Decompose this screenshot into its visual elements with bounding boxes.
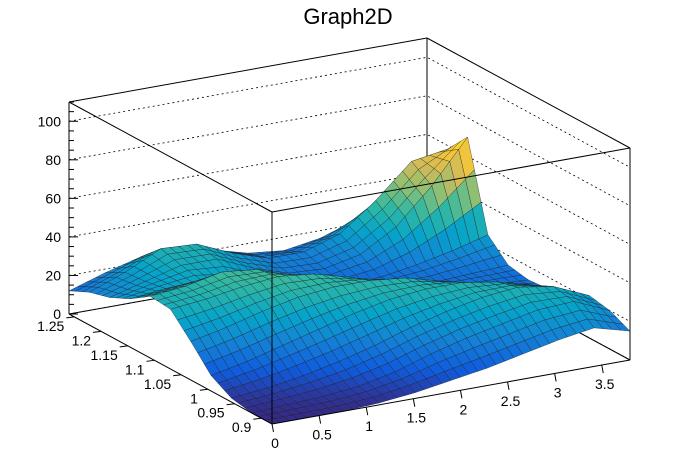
x-tick-label-7: 3.5	[595, 376, 615, 392]
frame-front-edge-0	[271, 359, 631, 425]
x-tick-label-2: 1	[365, 418, 373, 434]
chart-title: Graph2D	[303, 4, 392, 29]
z-tick-label-3: 60	[45, 190, 61, 206]
x-tick-label-1: 0.5	[312, 427, 332, 443]
frame-front	[68, 101, 631, 425]
frame-front-edge-1	[68, 313, 273, 425]
x-tick-mark-3	[412, 398, 416, 407]
x-tick-mark-4	[459, 390, 463, 399]
y-tick-label-4: 1.1	[125, 361, 145, 377]
z-tick-label-4: 80	[45, 152, 61, 168]
x-tick-label-3: 1.5	[407, 410, 427, 426]
grid-line-z-4	[68, 95, 631, 207]
y-tick-mark-4	[146, 359, 155, 362]
x-tick-mark-7	[601, 364, 604, 374]
y-tick-mark-3	[173, 374, 182, 377]
grid-line-z-3	[68, 133, 631, 245]
z-tick-label-5: 100	[38, 113, 62, 129]
x-tick-label-5: 2.5	[501, 393, 521, 409]
x-tick-mark-1	[318, 415, 322, 424]
y-tick-label-3: 1.05	[144, 376, 171, 392]
z-tick-label-0: 0	[53, 306, 61, 322]
y-tick-mark-7	[66, 316, 75, 319]
x-axis-ticks: 0 0.5 1 1.5 2 2.5 3 3.5	[271, 364, 615, 451]
grid-line-z-5	[68, 56, 631, 168]
x-tick-mark-5	[507, 381, 510, 390]
x-tick-mark-6	[554, 373, 557, 382]
frame-front-edge-3	[271, 147, 631, 213]
y-tick-label-5: 1.15	[91, 347, 118, 363]
frame-back-edge-3	[68, 37, 428, 103]
y-tick-mark-6	[92, 330, 102, 333]
y-tick-label-2: 1	[190, 390, 198, 406]
x-tick-mark-0	[271, 423, 274, 433]
grid-line-z-2	[68, 172, 631, 284]
y-axis-ticks: 0.9 0.951 1.051.1 1.151.2 1.25	[37, 316, 262, 435]
frame-back-edge-4	[426, 37, 631, 149]
y-tick-label-6: 1.2	[72, 332, 92, 348]
z-tick-label-2: 40	[45, 229, 61, 245]
y-tick-label-1: 0.95	[197, 405, 224, 421]
y-tick-mark-2	[199, 388, 208, 391]
x-tick-label-0: 0	[271, 435, 279, 451]
y-tick-label-7: 1.25	[37, 318, 64, 334]
z-tick-label-1: 20	[45, 267, 61, 283]
z-axis-ticks: 0 20 40 60 80 100	[38, 101, 78, 322]
y-tick-mark-1	[226, 403, 235, 406]
y-tick-label-0: 0.9	[232, 419, 252, 435]
x-tick-label-4: 2	[460, 401, 468, 417]
y-tick-mark-5	[119, 345, 128, 348]
y-tick-mark-0	[253, 417, 262, 420]
x-tick-label-6: 3	[554, 384, 562, 400]
x-tick-mark-2	[365, 407, 369, 416]
frame-front-edge-4	[68, 101, 273, 213]
